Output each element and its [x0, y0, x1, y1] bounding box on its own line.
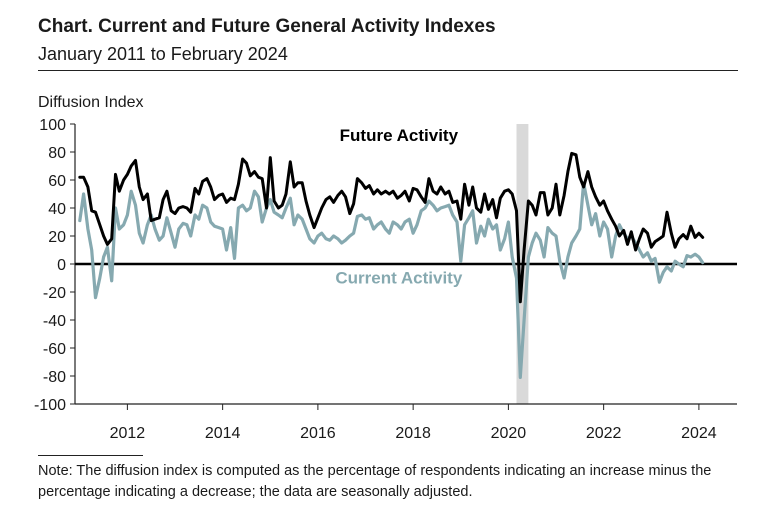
current-activity-line	[78, 181, 705, 379]
chart-subtitle: January 2011 to February 2024	[38, 44, 288, 64]
y-tick-label: 100	[39, 117, 66, 134]
note-rule	[38, 455, 143, 456]
chart-note: Note: The diffusion index is computed as…	[38, 463, 712, 500]
y-axis-label: Diffusion Index	[38, 94, 144, 111]
x-tick-label: 2020	[491, 425, 527, 442]
y-tick-label: -80	[43, 369, 66, 386]
y-tick-label: 60	[48, 173, 66, 190]
y-tick-label: -40	[43, 313, 66, 330]
x-tick-label: 2022	[586, 425, 622, 442]
y-tick-label: -20	[43, 285, 66, 302]
y-tick-label: 80	[48, 145, 66, 162]
y-tick-label: 20	[48, 229, 66, 246]
y-tick-label: -60	[43, 341, 66, 358]
y-tick-label: -100	[34, 397, 66, 414]
x-tick-label: 2016	[300, 425, 336, 442]
y-tick-label: 0	[57, 257, 66, 274]
x-tick-label: 2012	[110, 425, 146, 442]
future-activity-line	[78, 151, 705, 304]
current-activity-label: Current Activity	[335, 269, 462, 288]
chart-title: Chart. Current and Future General Activi…	[38, 16, 496, 37]
title-rule	[38, 70, 738, 71]
line-chart: Diffusion Index 100 80 60 40 20 0 -20 -40 -60 -80…	[34, 94, 737, 442]
x-tick-label: 2018	[395, 425, 431, 442]
x-tick-label: 2014	[205, 425, 241, 442]
x-tick-label: 2024	[681, 425, 717, 442]
future-activity-label: Future Activity	[340, 126, 459, 145]
y-tick-label: 40	[48, 201, 66, 218]
